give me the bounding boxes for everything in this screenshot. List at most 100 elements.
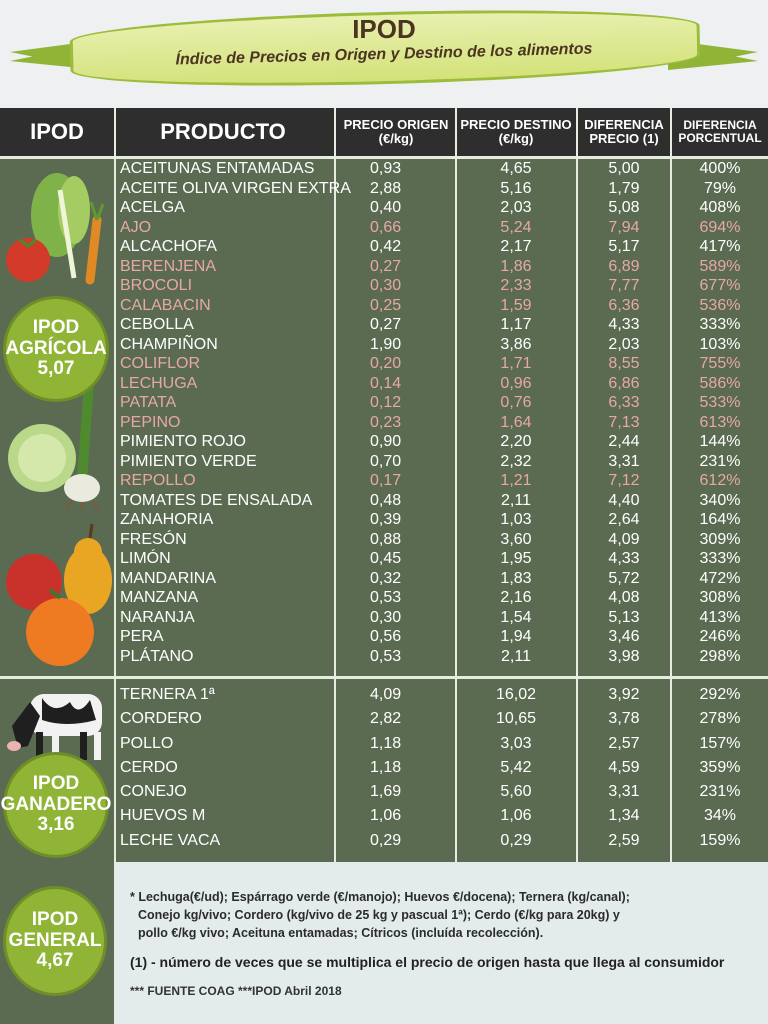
table-row: ACELGA 0,40 2,03 5,08 408% [114,199,768,219]
precio-origen: 0,30 [370,608,402,626]
diferencia-precio: 8,55 [608,355,640,372]
diferencia-porcentual: 589% [699,257,741,275]
cow-illustration [7,694,102,760]
header-ipod: IPOD [30,118,84,144]
diferencia-porcentual: 308% [699,589,741,606]
header-diferencia-porcentual: DIFERENCIA PORCENTUAL [678,117,762,145]
diferencia-precio: 5,13 [608,608,640,626]
column-divider [114,108,116,862]
diferencia-precio: 1,79 [608,179,640,197]
diferencia-porcentual: 677% [699,277,741,294]
precio-origen: 0,17 [370,472,402,489]
table-header: IPOD PRODUCTO PRECIO ORIGEN (€/kg) PRECI… [0,108,768,156]
product-name: PERA [120,628,164,645]
diferencia-precio: 3,78 [608,710,640,728]
vegetables-illustration [6,173,105,285]
precio-origen: 0,56 [370,628,402,645]
diferencia-precio: 4,33 [608,550,640,567]
table-row: CHAMPIÑON 1,90 3,86 2,03 103% [114,336,768,356]
product-name: PEPINO [120,413,181,431]
precio-destino: 2,20 [500,433,532,450]
precio-destino: 16,02 [495,686,537,703]
precio-destino: 0,96 [500,374,532,392]
precio-destino: 3,60 [500,530,532,548]
column-divider [670,108,672,862]
precio-destino: 3,03 [500,734,532,752]
precio-destino: 4,65 [500,160,532,177]
diferencia-porcentual: 340% [699,491,741,509]
product-name: CALABACIN [120,296,211,314]
table-row: PATATA 0,12 0,76 6,33 533% [114,394,768,414]
table-row: BROCOLI 0,30 2,33 7,77 677% [114,277,768,297]
ipod-general-badge: IPOD GENERAL 4,67 [3,886,107,996]
product-name: BERENJENA [120,257,217,275]
precio-origen: 0,20 [370,355,402,372]
footnote-line: * Lechuga(€/ud); Espárrago verde (€/mano… [130,890,630,904]
precio-origen: 0,27 [370,257,402,275]
badge-value: 4,67 [36,950,74,972]
footnote-line: pollo €/kg vivo; Aceituna entamadas; Cít… [138,926,544,941]
table-row: ZANAHORIA 0,39 1,03 2,64 164% [114,511,768,531]
diferencia-porcentual: 333% [699,550,741,567]
diferencia-porcentual: 159% [699,831,741,849]
precio-destino: 10,65 [495,710,537,728]
precio-origen: 0,93 [370,160,402,177]
diferencia-precio: 4,40 [608,491,640,509]
table-row: ACEITUNAS ENTAMADAS 0,93 4,65 5,00 400% [114,160,768,180]
precio-destino: 1,21 [500,472,532,489]
precio-origen: 0,53 [370,647,402,665]
diferencia-porcentual: 333% [699,316,741,333]
header-diferencia-precio: DIFERENCIA PRECIO (1) [584,116,664,146]
table-row: CONEJO 1,69 5,60 3,31 231% [114,783,768,807]
diferencia-precio: 4,59 [608,758,640,776]
header-divider [0,156,768,159]
product-name: MANZANA [120,589,199,606]
product-name: ACEITUNAS ENTAMADAS [120,160,315,177]
precio-destino: 1,86 [500,257,532,275]
diferencia-porcentual: 103% [699,335,741,353]
diferencia-precio: 3,92 [608,686,640,703]
table-row: ALCACHOFA 0,42 2,17 5,17 417% [114,238,768,258]
precio-origen: 0,88 [370,530,402,548]
precio-origen: 0,39 [370,511,402,528]
product-name: PATATA [120,394,177,411]
table-row: MANDARINA 0,32 1,83 5,72 472% [114,570,768,590]
precio-destino: 2,11 [501,491,531,509]
badge-value: 3,16 [37,814,75,836]
table-row: LECHUGA 0,14 0,96 6,86 586% [114,375,768,395]
precio-destino: 5,24 [500,218,532,236]
table-row: PERA 0,56 1,94 3,46 246% [114,628,768,648]
product-name: AJO [120,218,152,236]
product-name: ALCACHOFA [120,238,217,255]
precio-origen: 2,82 [370,710,402,728]
product-name: NARANJA [120,608,195,626]
diferencia-precio: 1,34 [608,807,640,825]
precio-destino: 2,03 [500,199,532,216]
product-name: LIMÓN [120,550,171,567]
diferencia-precio: 5,17 [608,238,640,255]
precio-destino: 2,32 [500,452,532,470]
badge-label: IPOD [32,772,80,794]
product-name: TOMATES DE ENSALADA [120,491,313,509]
diferencia-precio: 6,36 [608,296,640,314]
precio-destino: 1,83 [500,569,532,587]
table-row: CALABACIN 0,25 1,59 6,36 536% [114,297,768,317]
precio-origen: 2,88 [370,179,402,197]
diferencia-porcentual: 472% [699,569,741,587]
table-row: REPOLLO 0,17 1,21 7,12 612% [114,472,768,492]
diferencia-precio: 6,86 [608,374,640,392]
diferencia-precio: 5,08 [608,199,640,216]
header-precio-origen: PRECIO ORIGEN (€/kg) [343,116,449,146]
precio-origen: 0,12 [370,394,402,411]
precio-destino: 1,06 [500,807,532,825]
diferencia-precio: 5,72 [608,569,640,587]
table-row: COLIFLOR 0,20 1,71 8,55 755% [114,355,768,375]
precio-origen: 1,90 [370,335,402,353]
diferencia-porcentual: 413% [699,608,741,626]
table-row: NARANJA 0,30 1,54 5,13 413% [114,609,768,629]
table-row: MANZANA 0,53 2,16 4,08 308% [114,589,768,609]
product-name: TERNERA 1ª [120,686,215,703]
ganadero-table: TERNERA 1ª 4,09 16,02 3,92 292% CORDERO 2,82 10… [114,686,768,856]
diferencia-porcentual: 231% [699,783,741,801]
precio-destino: 2,17 [500,238,532,255]
